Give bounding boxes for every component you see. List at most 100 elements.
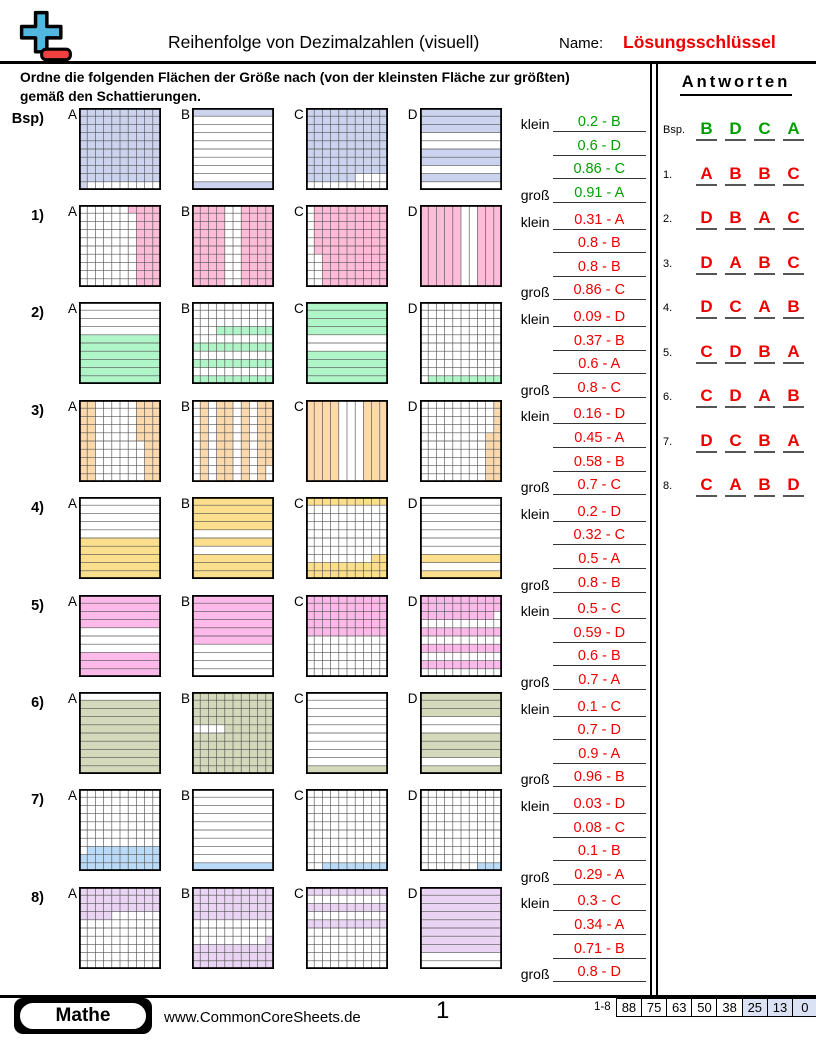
- label-gross: groß: [520, 673, 550, 690]
- grid-letter: B: [181, 690, 191, 706]
- grid-letter: C: [294, 496, 304, 512]
- score-cell-63: 63: [666, 998, 693, 1017]
- grid-letter: B: [181, 788, 191, 804]
- answer-line-1: klein 0.1 - C: [512, 693, 646, 717]
- grid-unit-d: D: [408, 400, 502, 482]
- grid-unit-c: C: [294, 692, 388, 774]
- answer-value: 0.9 - A: [552, 746, 646, 764]
- grid-letter: A: [68, 106, 78, 122]
- grid-unit-a: A: [68, 496, 162, 580]
- problem-number: 1): [31, 208, 44, 225]
- grid-letter: C: [294, 788, 304, 804]
- grid-unit-b: B: [181, 497, 275, 580]
- answer-value: 0.8 - B: [552, 235, 646, 254]
- decimal-grid-b: [192, 886, 275, 969]
- answer-value: 0.7 - A: [552, 672, 646, 690]
- answer-key-letter-1: C: [696, 342, 717, 364]
- answer-key-letter-2: B: [725, 164, 746, 186]
- grid-letter: C: [294, 593, 304, 609]
- page-number: 1: [436, 997, 450, 1024]
- score-cell-50: 50: [691, 998, 718, 1017]
- problem-number: 4): [31, 500, 44, 517]
- decimal-grid-d: [419, 107, 502, 190]
- answer-line-4: groß 0.7 - C: [512, 472, 646, 496]
- decimal-grid-a: [79, 399, 162, 482]
- grid-letter: A: [68, 496, 78, 512]
- answer-line-2: 0.7 - D: [512, 717, 646, 741]
- decimal-grid-c: [305, 205, 388, 288]
- answers-panel-title: Antworten: [679, 73, 793, 96]
- label-klein: klein: [520, 700, 550, 717]
- decimal-grid-a: [79, 497, 162, 580]
- grid-letter: C: [294, 106, 304, 122]
- answer-key-row-label: Bsp.: [663, 124, 686, 137]
- problem-number: 6): [31, 694, 44, 711]
- brand-label: Mathe: [18, 1001, 148, 1031]
- answer-key-letter-1: C: [696, 475, 717, 498]
- decimal-grid-b: [192, 302, 275, 385]
- answer-key-row-label: 3.: [663, 257, 673, 270]
- answer-value: 0.31 - A: [552, 212, 646, 230]
- answer-key-letter-3: B: [754, 253, 775, 275]
- grid-unit-b: B: [181, 594, 275, 677]
- answer-key-row-label: 1.: [663, 168, 673, 181]
- grid-letter: D: [407, 690, 418, 706]
- decimal-grid-d: [419, 789, 502, 872]
- answer-line-4: groß 0.8 - D: [512, 959, 646, 983]
- answer-line-1: klein 0.2 - D: [512, 498, 646, 522]
- instructions: Ordne die folgenden Flächen der Größe na…: [0, 64, 650, 108]
- grid-letter: D: [407, 301, 418, 317]
- decimal-grid-a: [79, 594, 162, 677]
- answer-value: 0.1 - C: [552, 699, 646, 717]
- label-klein: klein: [520, 797, 550, 814]
- grid-unit-c: C: [294, 106, 388, 190]
- answer-key-letter-4: C: [783, 164, 804, 186]
- answer-line-2: 0.6 - D: [512, 132, 646, 156]
- problem-number: 5): [31, 597, 44, 614]
- label-gross: groß: [520, 284, 550, 301]
- answer-key-letter-4: C: [783, 208, 804, 231]
- grid-letter: A: [68, 885, 78, 901]
- decimal-grid-c: [305, 302, 388, 385]
- grid-unit-b: B: [181, 205, 275, 288]
- instructions-line-1: Ordne die folgenden Flächen der Größe na…: [20, 70, 570, 85]
- answer-key-row-Bsp: Bsp. B D C A: [658, 108, 814, 153]
- score-table: 88 75 63 50 38 25 13 0: [615, 998, 816, 1017]
- answer-line-1: klein 0.03 - D: [512, 790, 646, 814]
- grid-unit-a: A: [68, 204, 162, 288]
- answer-key-letter-2: D: [725, 342, 746, 364]
- decimal-grid-b: [192, 107, 275, 190]
- problem-number: Bsp): [11, 110, 44, 127]
- answer-key-row-label: 7.: [663, 435, 673, 448]
- grid-unit-d: D: [408, 497, 502, 580]
- grid-unit-c: C: [294, 788, 388, 872]
- answer-value: 0.45 - A: [552, 430, 646, 448]
- label-gross: groß: [520, 771, 550, 788]
- decimal-grid-c: [305, 399, 388, 482]
- answer-line-3: 0.86 - C: [512, 156, 646, 180]
- grid-letter: A: [68, 204, 78, 220]
- answer-line-3: 0.6 - A: [512, 351, 646, 375]
- grid-unit-a: A: [68, 885, 162, 969]
- grid-unit-d: D: [408, 692, 502, 774]
- grid-letter: A: [68, 301, 78, 317]
- answer-line-1: klein 0.5 - C: [512, 596, 646, 620]
- footer-rule: [0, 995, 816, 998]
- answer-key-letter-3: C: [754, 119, 775, 142]
- answer-key-letter-1: A: [696, 164, 717, 186]
- grid-unit-b: B: [181, 400, 275, 482]
- decimal-grid-d: [419, 205, 502, 288]
- answer-key-letter-3: A: [754, 208, 775, 231]
- grid-unit-c: C: [294, 887, 388, 969]
- answer-key-letter-4: C: [783, 253, 804, 275]
- answer-value: 0.1 - B: [552, 843, 646, 862]
- answer-key-row-7: 7. D C B A: [658, 420, 814, 465]
- decimal-grid-c: [305, 107, 388, 190]
- answer-value: 0.96 - B: [552, 769, 646, 788]
